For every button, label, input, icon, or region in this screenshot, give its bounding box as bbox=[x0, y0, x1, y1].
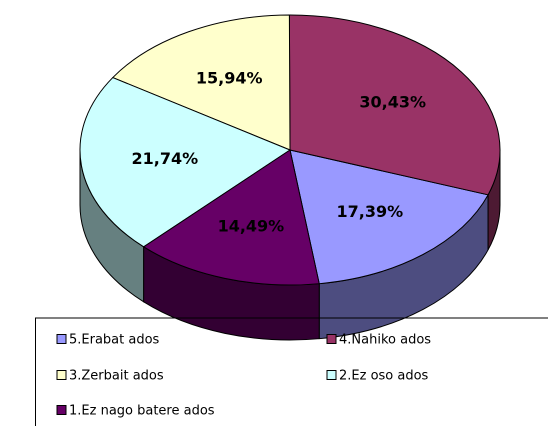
pie: 17,39% 30,43% 15,94% 21,74% 14,49% bbox=[79, 14, 501, 341]
legend-swatch bbox=[326, 370, 337, 380]
slice bbox=[111, 14, 291, 151]
legend-label: 3.Zerbait ados bbox=[69, 369, 164, 384]
data-label: 15,94% bbox=[196, 69, 263, 88]
legend: 5.Erabat ados 4.Nahiko ados 3.Zerbait ados… bbox=[35, 317, 548, 426]
legend-swatch bbox=[56, 405, 67, 415]
data-label: 30,43% bbox=[359, 93, 426, 112]
legend-label: 4.Nahiko ados bbox=[339, 333, 431, 348]
slice bbox=[79, 76, 292, 248]
legend-swatch bbox=[56, 370, 67, 380]
data-label: 21,74% bbox=[132, 149, 199, 168]
legend-label: 2.Ez oso ados bbox=[339, 369, 429, 384]
data-label: 17,39% bbox=[336, 202, 403, 221]
data-label: 14,49% bbox=[218, 216, 285, 235]
slice bbox=[142, 149, 320, 286]
slice bbox=[289, 149, 489, 285]
legend-label: 1.Ez nago batere ados bbox=[69, 404, 215, 419]
legend-swatch bbox=[326, 334, 337, 344]
slice bbox=[288, 14, 501, 196]
legend-swatch bbox=[56, 334, 67, 344]
legend-label: 5.Erabat ados bbox=[69, 333, 160, 348]
